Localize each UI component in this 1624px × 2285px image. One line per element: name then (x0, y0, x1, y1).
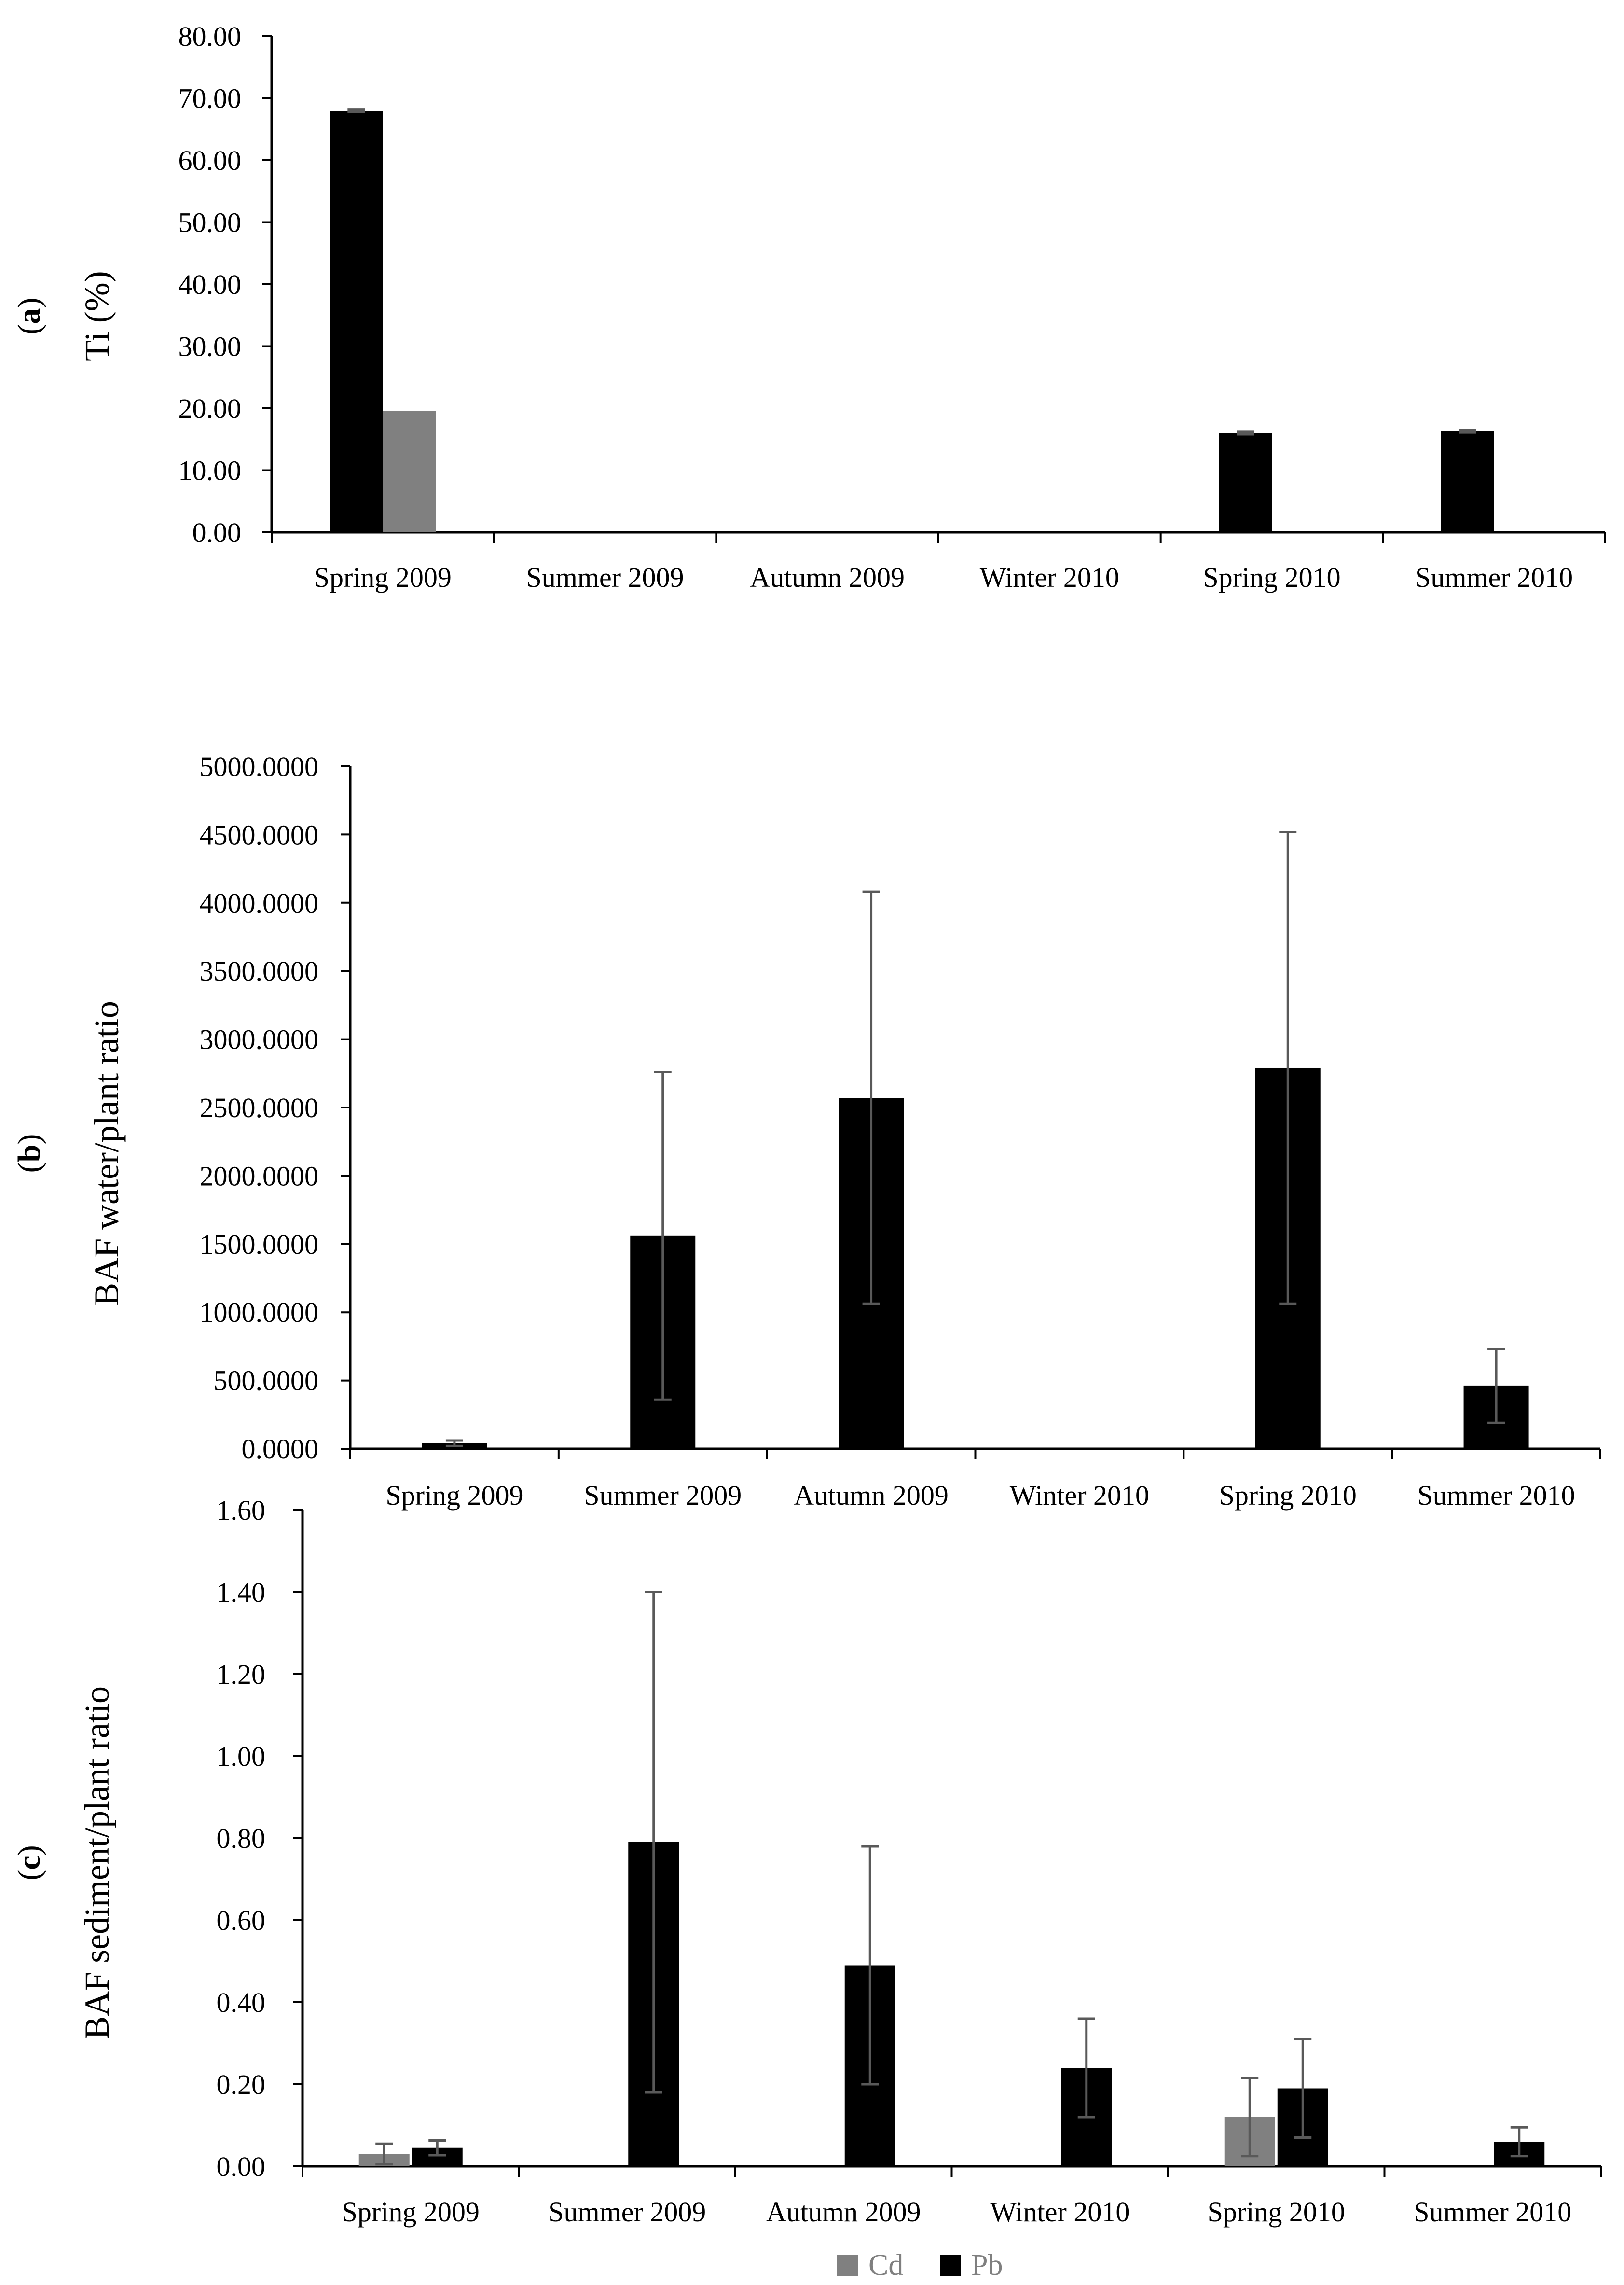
panel-b-y-tick-label: 2000.0000 (200, 1160, 319, 1191)
panel-b-y-tick-label: 1000.0000 (200, 1297, 319, 1328)
panel-c-y-tick-label: 0.40 (217, 1987, 266, 2018)
panel-b-y-tick-label: 500.0000 (214, 1365, 319, 1397)
panel-a-y-tick-label: 50.00 (179, 207, 242, 238)
panel-a-bar-pb (1219, 433, 1272, 532)
panel-a-label: (a) (12, 298, 47, 335)
legend: Cd Pb (837, 2249, 1003, 2282)
panel-c-y-axis-label: BAF sediment/plant ratio (78, 1686, 116, 2039)
panel-c-x-tick-label: Autumn 2009 (766, 2196, 921, 2228)
panel-c-y-tick-label: 1.60 (217, 1495, 266, 1526)
panel-b-y-tick-label: 4500.0000 (200, 819, 319, 850)
panel-b-y-tick-label: 4000.0000 (200, 887, 319, 919)
legend-label-cd: Cd (868, 2249, 903, 2282)
panel-b-x-tick-label: Spring 2009 (385, 1480, 523, 1511)
panel-b-x-tick-label: Summer 2009 (584, 1480, 742, 1511)
panel-a-x-tick-label: Winter 2010 (980, 562, 1119, 593)
panel-c-x-tick-label: Summer 2009 (548, 2196, 706, 2228)
panel-b-y-tick-label: 2500.0000 (200, 1092, 319, 1123)
panel-b-y-tick-label: 3500.0000 (200, 956, 319, 987)
panel-b-x-tick-label: Spring 2010 (1219, 1480, 1357, 1511)
legend-label-pb: Pb (971, 2249, 1003, 2282)
panel-c-x-tick-label: Winter 2010 (990, 2196, 1129, 2228)
panel-b-x-tick-label: Winter 2010 (1010, 1480, 1149, 1511)
panel-c-y-tick-label: 1.40 (217, 1577, 266, 1608)
legend-swatch-pb (940, 2255, 961, 2276)
panel-a-x-tick-label: Spring 2010 (1203, 562, 1340, 593)
panel-a-y-tick-label: 30.00 (179, 331, 242, 362)
panel-a-y-tick-label: 40.00 (179, 269, 242, 300)
panel-c-x-tick-label: Spring 2010 (1208, 2196, 1345, 2228)
chart-panel-a: 0.00 10.00 20.00 30.00 40.00 50.00 60.00 70.00 8… (12, 21, 1606, 593)
panel-a-x-tick-label: Spring 2009 (314, 562, 452, 593)
panel-a-x-tick-label: Summer 2009 (526, 562, 684, 593)
panel-c-y-tick-label: 1.00 (217, 1741, 266, 1772)
panel-a-y-tick-label: 0.00 (193, 517, 242, 548)
panel-c-y-tick-label: 0.20 (217, 2069, 266, 2100)
panel-a-bar-pb (1441, 431, 1494, 532)
panel-b-y-tick-label: 1500.0000 (200, 1229, 319, 1260)
panel-b-y-tick-label: 3000.0000 (200, 1024, 319, 1055)
panel-c-x-tick-label: Spring 2009 (342, 2196, 480, 2228)
panel-a-y-axis-label: Ti (%) (78, 271, 116, 361)
chart-panel-c: 0.00 0.20 0.40 0.60 0.80 1.00 1.20 1.40 1.60 Spri… (12, 1495, 1602, 2228)
panel-a-y-tick-label: 10.00 (179, 455, 242, 486)
panel-a-y-tick-label: 60.00 (179, 145, 242, 176)
chart-panel-b: 0.0000 500.0000 1000.0000 1500.0000 2000.000… (12, 751, 1601, 1511)
panel-a-y-tick-label: 80.00 (179, 21, 242, 52)
panel-a-x-tick-label: Autumn 2009 (750, 562, 905, 593)
panel-c-y-tick-label: 0.80 (217, 1823, 266, 1854)
panel-c-y-tick-label: 1.20 (217, 1659, 266, 1690)
panel-c-y-tick-label: 0.00 (217, 2151, 266, 2182)
panel-a-y-tick-label: 70.00 (179, 83, 242, 114)
panel-b-x-tick-label: Summer 2010 (1418, 1480, 1575, 1511)
panel-a-x-tick-label: Summer 2010 (1415, 562, 1573, 593)
panel-c-y-tick-label: 0.60 (217, 1905, 266, 1936)
panel-a-y-tick-label: 20.00 (179, 393, 242, 424)
panel-c-label: (c) (12, 1845, 47, 1880)
panel-b-label: (b) (12, 1134, 47, 1173)
panel-c-x-tick-label: Summer 2010 (1414, 2196, 1571, 2228)
panel-a-bar-cd (383, 411, 436, 532)
panel-b-x-tick-label: Autumn 2009 (794, 1480, 949, 1511)
panel-a-bar-pb (330, 111, 383, 532)
panel-b-y-tick-label: 5000.0000 (200, 751, 319, 782)
legend-swatch-cd (837, 2255, 858, 2276)
panel-b-y-axis-label: BAF water/plant ratio (87, 1001, 126, 1306)
panel-b-y-tick-label: 0.0000 (242, 1433, 319, 1465)
